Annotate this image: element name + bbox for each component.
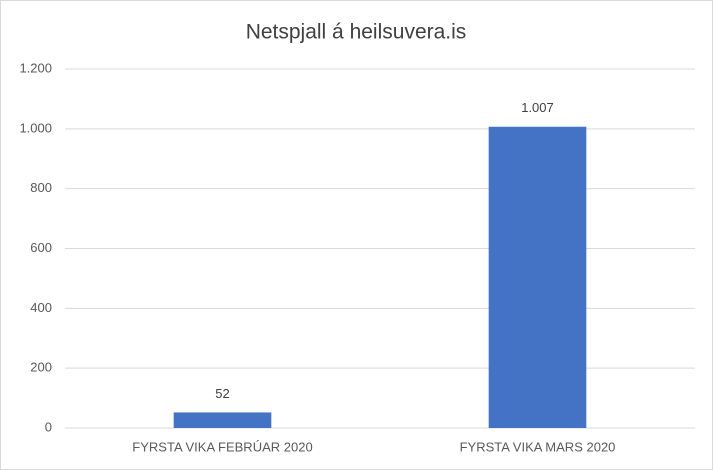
x-tick-label: FYRSTA VIKA FEBRÚAR 2020 xyxy=(132,439,312,454)
bar xyxy=(488,126,587,428)
value-label: 1.007 xyxy=(521,100,554,115)
x-tick-label: FYRSTA VIKA MARS 2020 xyxy=(460,439,616,454)
value-label: 52 xyxy=(215,386,229,401)
y-tick-label: 0 xyxy=(45,419,52,434)
bar xyxy=(173,412,272,428)
y-tick-label: 1.000 xyxy=(19,120,52,135)
y-tick-label: 400 xyxy=(30,300,52,315)
chart-title: Netspjall á heilsuvera.is xyxy=(246,21,467,44)
y-tick-label: 800 xyxy=(30,180,52,195)
y-tick-label: 200 xyxy=(30,360,52,375)
y-tick-label: 600 xyxy=(30,240,52,255)
y-tick-label: 1.200 xyxy=(19,60,52,75)
